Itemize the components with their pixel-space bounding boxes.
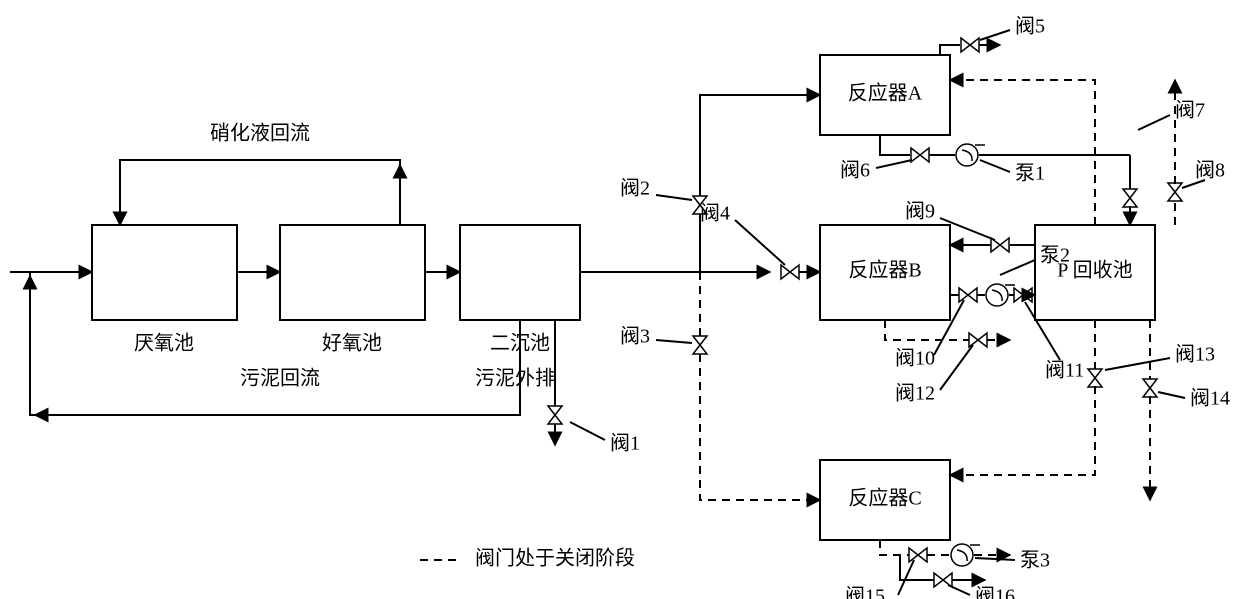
valve-14-icon xyxy=(1143,379,1157,397)
pump-1-label: 泵1 xyxy=(1015,163,1045,185)
valve-12-icon xyxy=(969,333,987,347)
valve-13-icon xyxy=(1088,369,1102,387)
valve-14-label: 阀14 xyxy=(1190,387,1230,410)
valve-7-label: 阀7 xyxy=(1175,99,1205,122)
valve-5-leader xyxy=(980,30,1010,40)
aerobic-label: 好氧池 xyxy=(322,332,382,355)
bus-to-reactor-c xyxy=(700,354,820,500)
valve-8-label: 阀8 xyxy=(1195,159,1225,182)
reactor-c-drain xyxy=(880,540,910,555)
valve-3-icon xyxy=(693,336,707,354)
pump-1-leader xyxy=(980,160,1010,172)
reactor-c-drain2 xyxy=(900,555,935,580)
valve-3-label: 阀3 xyxy=(620,325,650,348)
valve-6-leader xyxy=(876,160,912,168)
valve-12-label: 阀12 xyxy=(895,382,935,405)
valve-4-leader xyxy=(735,220,785,265)
valve-15-icon xyxy=(909,548,927,562)
valve-7-icon xyxy=(1123,189,1137,207)
pump-3-label: 泵3 xyxy=(1020,550,1050,572)
valve-1-leader xyxy=(570,422,605,440)
nitrification-reflux-line xyxy=(120,160,400,225)
v13-to-reactor-c xyxy=(950,386,1095,475)
pump-2-leader xyxy=(1000,260,1035,275)
reactor-a-overflow1 xyxy=(940,45,960,55)
anaerobic-label: 厌氧池 xyxy=(134,332,194,355)
valve-6-label: 阀6 xyxy=(840,159,870,182)
valve-16-leader xyxy=(948,585,970,595)
valve-13-leader xyxy=(1105,358,1170,370)
pump-3-leader xyxy=(975,558,1015,560)
valve-15-label: 阀15 xyxy=(845,585,885,599)
valve-10-icon xyxy=(959,288,977,302)
legend-label: 阀门处于关闭阶段 xyxy=(475,547,635,570)
valve-13-label: 阀13 xyxy=(1175,343,1215,366)
valve-4-icon xyxy=(781,265,799,279)
anaerobic-tank xyxy=(92,225,237,320)
valve-2-leader xyxy=(656,195,692,200)
valve-16-label: 阀16 xyxy=(975,585,1015,599)
aerobic-tank xyxy=(280,225,425,320)
valve-5-icon xyxy=(961,38,979,52)
valve-1-icon xyxy=(548,406,562,424)
reactor-a-drain xyxy=(880,135,910,155)
nitrification-reflux-label: 硝化液回流 xyxy=(210,122,310,145)
valve-9-label: 阀9 xyxy=(905,200,935,223)
bus-to-reactor-a xyxy=(700,95,820,196)
valve-2-label: 阀2 xyxy=(620,177,650,200)
valve-7-leader xyxy=(1138,115,1170,130)
valve-10-label: 阀10 xyxy=(895,347,935,370)
valve-3-leader xyxy=(656,340,692,343)
sludge-discharge-label: 污泥外排 xyxy=(475,367,555,390)
reactor-c-label: 反应器C xyxy=(848,487,921,510)
valve-11-icon xyxy=(1014,288,1032,302)
valve-11-label: 阀11 xyxy=(1045,359,1084,382)
sludge-reflux-label: 污泥回流 xyxy=(240,367,320,390)
reactor-b-label: 反应器B xyxy=(848,259,921,282)
valve-14-leader xyxy=(1158,392,1185,398)
valve-1-label: 阀1 xyxy=(610,432,640,455)
valve-12-leader xyxy=(940,345,973,390)
reactor-b-out-lower xyxy=(885,320,970,340)
valve-6-icon xyxy=(911,148,929,162)
valve-4-label: 阀4 xyxy=(700,202,730,225)
valve-5-label: 阀5 xyxy=(1015,15,1045,38)
sedimentation-tank xyxy=(460,225,580,320)
reactor-a-label: 反应器A xyxy=(848,82,923,105)
valve-8-icon xyxy=(1168,183,1182,201)
pump-2-label: 泵2 xyxy=(1040,245,1070,267)
